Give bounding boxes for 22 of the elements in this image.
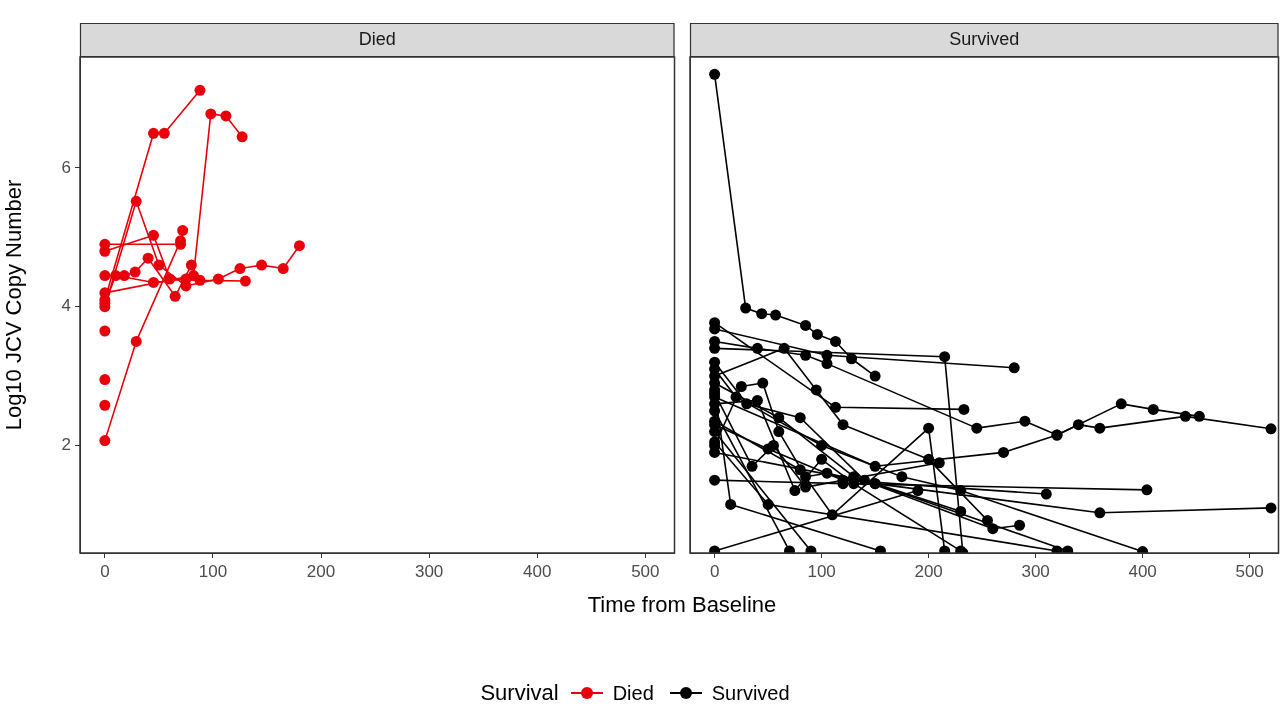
x-tick-label: 400: [523, 561, 552, 581]
legend-label: Survived: [711, 681, 790, 705]
x-tick-label: 500: [631, 561, 660, 581]
x-tick-label: 0: [709, 561, 720, 581]
y-axis-title: Log10 JCV Copy Number: [1, 179, 27, 431]
x-tick-label: 100: [807, 561, 836, 581]
x-tick-label: 200: [306, 561, 336, 581]
y-tick-label: 2: [61, 435, 71, 455]
x-tick-label: 300: [414, 561, 444, 581]
x-tick-label: 400: [1128, 561, 1157, 581]
x-tick-label: 100: [198, 561, 228, 581]
y-tick-label: 4: [61, 296, 71, 316]
legend-title: Survival: [480, 680, 559, 706]
chart-title: Survived: [949, 28, 1020, 49]
legend-label: Died: [612, 681, 654, 705]
x-tick-label: 200: [914, 561, 943, 581]
y-tick-label: 6: [61, 157, 71, 177]
chart-title: Died: [358, 28, 396, 49]
x-tick-label: 300: [1021, 561, 1050, 581]
x-tick-label: 500: [1235, 561, 1264, 581]
x-axis-title: Time from Baseline: [586, 592, 778, 618]
x-tick-label: 0: [100, 561, 110, 581]
